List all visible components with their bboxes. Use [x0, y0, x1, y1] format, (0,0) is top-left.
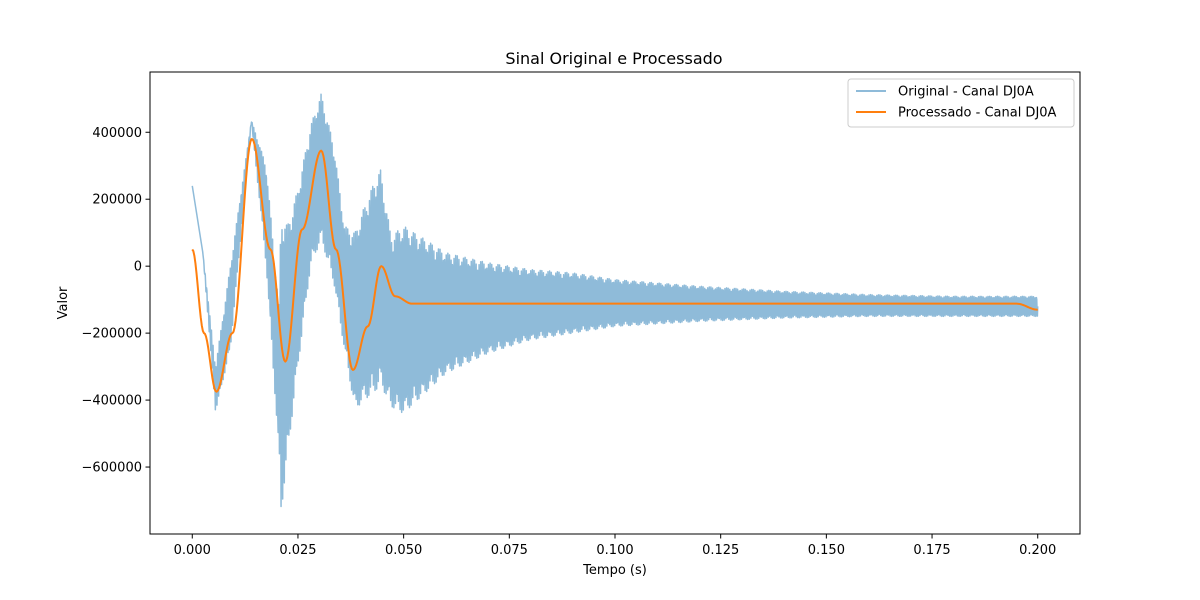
- x-tick-label: 0.025: [279, 543, 316, 558]
- y-tick-label: 0: [134, 260, 142, 275]
- x-tick-label: 0.075: [491, 543, 528, 558]
- chart-title: Sinal Original e Processado: [505, 49, 722, 68]
- y-tick-label: 200000: [92, 193, 142, 208]
- x-tick-label: 0.175: [913, 543, 950, 558]
- x-tick-label: 0.050: [385, 543, 422, 558]
- y-tick-label: −400000: [81, 394, 142, 409]
- series-line-processado: [191, 138, 1038, 393]
- x-tick-label: 0.200: [1019, 543, 1056, 558]
- x-axis-label: Tempo (s): [582, 563, 647, 578]
- y-axis-label: Valor: [56, 286, 71, 319]
- series-layer: [191, 93, 1039, 508]
- x-axis: 0.000 0.025 0.050 0.075 0.100 0.125 0.150 0.175…: [174, 534, 1056, 558]
- x-tick-label: 0.100: [596, 543, 633, 558]
- y-tick-label: 400000: [92, 126, 142, 141]
- legend-label-original: Original - Canal DJ0A: [898, 85, 1034, 100]
- y-axis: −600000 −400000 −200000 0 200000 400000: [81, 126, 150, 476]
- legend-box: [847, 78, 1075, 128]
- y-tick-label: −200000: [81, 327, 142, 342]
- legend-label-processado: Processado - Canal DJ0A: [898, 106, 1057, 121]
- x-tick-label: 0.125: [702, 543, 739, 558]
- x-tick-label: 0.150: [808, 543, 845, 558]
- legend: Original - Canal DJ0A Processado - Canal…: [847, 78, 1075, 128]
- y-tick-label: −600000: [81, 461, 142, 476]
- x-tick-label: 0.000: [174, 543, 211, 558]
